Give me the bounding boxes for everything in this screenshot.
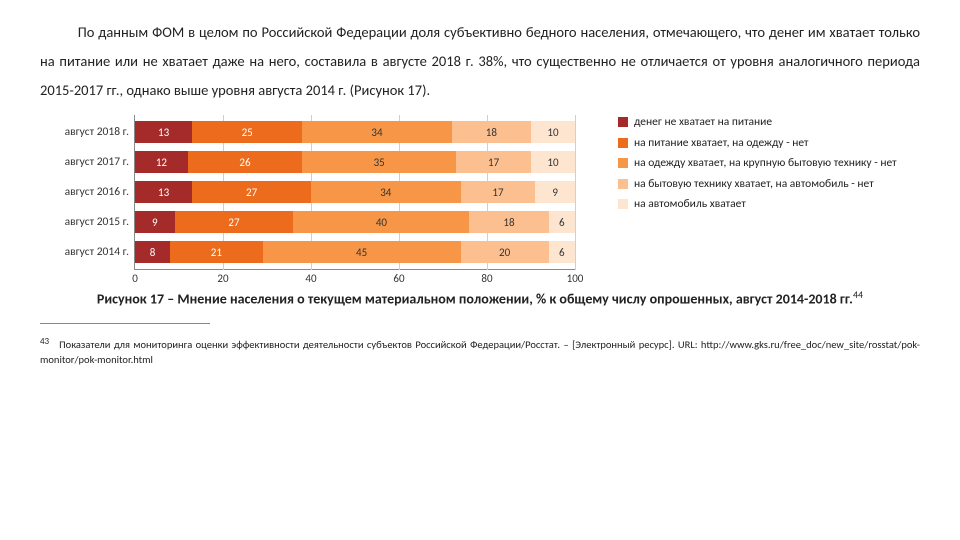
y-category-label: август 2016 г. <box>41 185 129 199</box>
legend-label: на питание хватает, на одежду - нет <box>634 136 808 152</box>
bar-segment: 20 <box>461 241 549 263</box>
x-tick-label: 0 <box>132 272 138 285</box>
legend-label: на одежду хватает, на крупную бытовую те… <box>634 156 897 172</box>
x-tick-label: 60 <box>393 272 404 285</box>
gridline <box>575 115 576 270</box>
y-category-label: август 2017 г. <box>41 155 129 169</box>
legend-item: на автомобиль хватает <box>618 197 920 213</box>
bar-segment: 10 <box>531 121 575 143</box>
bar-segment: 6 <box>549 241 575 263</box>
chart-row: август 2015 г.92740186 <box>135 211 575 233</box>
stacked-bar: 1325341810 <box>135 121 575 143</box>
bar-segment: 34 <box>311 181 461 203</box>
footnote-marker: 43 <box>40 336 49 347</box>
legend-label: денег не хватает на питание <box>634 115 772 131</box>
stacked-bar: 1226351710 <box>135 151 575 173</box>
x-tick-label: 40 <box>305 272 316 285</box>
caption-footnote-marker: 44 <box>853 288 863 301</box>
stacked-bar: 132734179 <box>135 181 575 203</box>
y-category-label: август 2015 г. <box>41 215 129 229</box>
bar-segment: 9 <box>135 211 175 233</box>
bar-segment: 17 <box>461 181 536 203</box>
chart-row: август 2014 г.82145206 <box>135 241 575 263</box>
figure-17: 020406080100август 2018 г.1325341810авгу… <box>40 115 920 270</box>
legend-swatch <box>618 158 628 168</box>
legend-item: денег не хватает на питание <box>618 115 920 131</box>
x-tick-label: 20 <box>217 272 228 285</box>
y-category-label: август 2014 г. <box>41 245 129 259</box>
stacked-bar: 92740186 <box>135 211 575 233</box>
bar-segment: 21 <box>170 241 262 263</box>
bar-segment: 34 <box>302 121 452 143</box>
footnote-separator <box>40 323 210 324</box>
bar-segment: 40 <box>293 211 469 233</box>
bar-segment: 6 <box>549 211 575 233</box>
chart-row: август 2018 г.1325341810 <box>135 121 575 143</box>
chart-row: август 2016 г.132734179 <box>135 181 575 203</box>
bar-segment: 8 <box>135 241 170 263</box>
footnote: 43Показатели для мониторинга оценки эффе… <box>40 335 920 368</box>
bar-segment: 17 <box>456 151 531 173</box>
legend-swatch <box>618 138 628 148</box>
figure-caption: Рисунок 17 – Мнение населения о текущем … <box>40 288 920 309</box>
bar-segment: 27 <box>175 211 294 233</box>
bar-segment: 35 <box>302 151 456 173</box>
legend-item: на питание хватает, на одежду - нет <box>618 136 920 152</box>
bar-segment: 25 <box>192 121 302 143</box>
legend-label: на бытовую технику хватает, на автомобил… <box>634 177 874 193</box>
bar-segment: 18 <box>452 121 531 143</box>
y-category-label: август 2018 г. <box>41 125 129 139</box>
stacked-bar: 82145206 <box>135 241 575 263</box>
legend-item: на одежду хватает, на крупную бытовую те… <box>618 156 920 172</box>
bar-segment: 45 <box>263 241 461 263</box>
legend-swatch <box>618 199 628 209</box>
legend-label: на автомобиль хватает <box>634 197 746 213</box>
bar-segment: 26 <box>188 151 302 173</box>
footnote-text: Показатели для мониторинга оценки эффект… <box>40 338 920 366</box>
legend-swatch <box>618 179 628 189</box>
chart-row: август 2017 г.1226351710 <box>135 151 575 173</box>
bar-segment: 12 <box>135 151 188 173</box>
bar-segment: 13 <box>135 181 192 203</box>
x-tick-label: 100 <box>567 272 584 285</box>
bar-segment: 18 <box>469 211 548 233</box>
legend-swatch <box>618 117 628 127</box>
x-tick-label: 80 <box>481 272 492 285</box>
bar-segment: 27 <box>192 181 311 203</box>
bar-segment: 9 <box>535 181 575 203</box>
caption-prefix: Рисунок 17 – <box>97 291 177 308</box>
body-paragraph: По данным ФОМ в целом по Российской Феде… <box>40 18 920 105</box>
chart-legend: денег не хватает на питание на питание хв… <box>618 115 920 218</box>
bar-segment: 13 <box>135 121 192 143</box>
caption-text: Мнение населения о текущем материальном … <box>177 291 853 308</box>
legend-item: на бытовую технику хватает, на автомобил… <box>618 177 920 193</box>
chart-area: 020406080100август 2018 г.1325341810авгу… <box>40 115 600 270</box>
bar-segment: 10 <box>531 151 575 173</box>
